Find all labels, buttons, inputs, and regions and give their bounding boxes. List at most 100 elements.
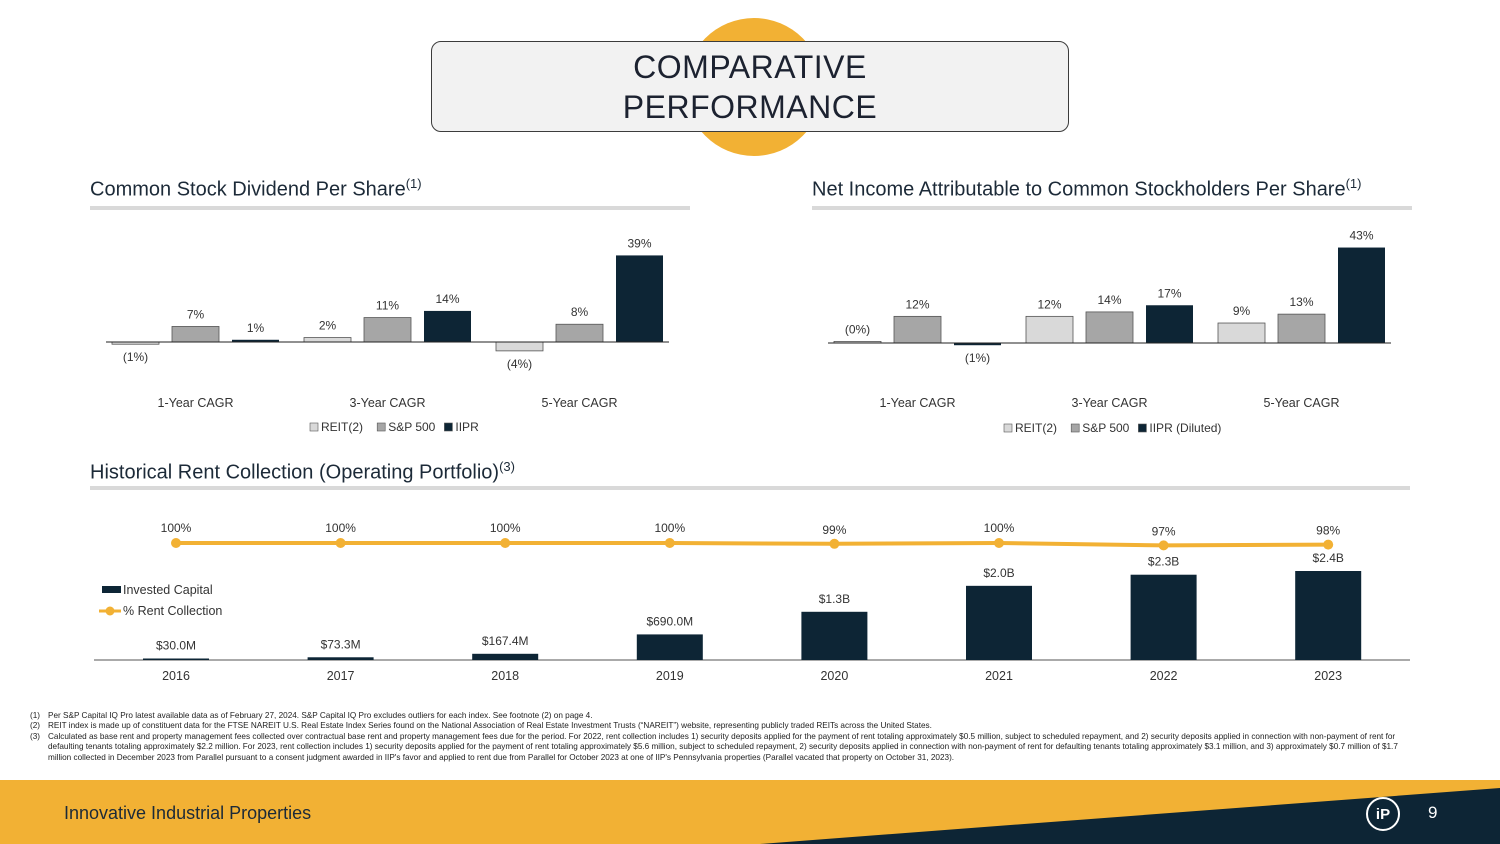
bar-5-year-cagr-iipr	[616, 255, 663, 342]
bar-1-year-cagr-s-p-500	[893, 315, 942, 344]
bar-5-year-cagr-reit-2	[495, 341, 544, 352]
invested-capital-label-2017: $73.3M	[321, 637, 361, 651]
bar-3-year-cagr-iipr	[424, 310, 471, 342]
legend-swatch-s-p-500	[1070, 423, 1080, 433]
rent-collection-label-2019: 100%	[654, 521, 685, 535]
net-income-chart-title: Net Income Attributable to Common Stockh…	[812, 176, 1361, 202]
dividend-chart-title: Common Stock Dividend Per Share(1)	[90, 176, 422, 202]
bar-1-year-cagr-s-p-500	[171, 326, 220, 343]
data-label-3-year-cagr-reit-2: 12%	[1037, 297, 1061, 311]
invested-capital-label-2022: $2.3B	[1148, 555, 1179, 569]
legend-label-rent-collection: % Rent Collection	[123, 604, 222, 618]
rent-collection-label-2023: 98%	[1316, 524, 1340, 538]
data-label-1-year-cagr-iipr-diluted: (1%)	[965, 351, 990, 365]
page-number: 9	[1428, 803, 1438, 822]
legend-swatch-reit-2	[309, 422, 319, 432]
year-label-2016: 2016	[162, 669, 190, 683]
dividend-title-rule	[90, 206, 690, 210]
rent-collection-point-2016	[171, 538, 181, 548]
legend-label-reit-2: REIT(2)	[321, 420, 363, 434]
rent-collection-point-2018	[500, 538, 511, 548]
invested-capital-bar-2021	[966, 585, 1032, 660]
rent-title-footnote: (3)	[499, 459, 515, 474]
category-label-1-year-cagr: 1-Year CAGR	[158, 396, 234, 410]
year-label-2017: 2017	[327, 669, 355, 683]
data-label-1-year-cagr-reit-2: (1%)	[123, 350, 148, 364]
bar-3-year-cagr-s-p-500	[363, 317, 412, 343]
legend-label-iipr: IIPR	[455, 420, 479, 434]
rent-collection-label-2020: 99%	[822, 523, 846, 537]
data-label-3-year-cagr-s-p-500: 11%	[376, 299, 399, 313]
rent-collection-label-2018: 100%	[490, 521, 521, 535]
bar-1-year-cagr-iipr-diluted	[954, 343, 1001, 346]
page-title-line-2: PERFORMANCE	[622, 88, 878, 125]
rent-collection-label-2021: 100%	[984, 521, 1015, 535]
bar-1-year-cagr-iipr	[232, 339, 279, 342]
net-income-bar-chart: (0%) 12% (1%) 1-Year CAGR 12% 14% 17% 3-Year CA…	[828, 229, 1391, 435]
rent-collection-point-2022	[1158, 540, 1169, 551]
category-label-3-year-cagr: 3-Year CAGR	[1072, 396, 1148, 410]
net-income-title-rule	[812, 206, 1412, 210]
net-income-title-footnote: (1)	[1345, 176, 1362, 191]
page-title: COMPARATIVE PERFORMANCE	[431, 41, 1069, 132]
invested-capital-label-2020: $1.3B	[819, 592, 850, 606]
footnote-3: (3) Calculated as base rent and property …	[30, 731, 1398, 762]
dividend-title-footnote: (1)	[405, 176, 422, 191]
invested-capital-bar-2017	[307, 657, 374, 660]
page-title-line-1: COMPARATIVE	[633, 48, 867, 85]
year-label-2019: 2019	[656, 669, 684, 683]
iip-logo-icon: iP	[1366, 797, 1400, 831]
data-label-1-year-cagr-iipr: 1%	[247, 321, 265, 335]
rent-chart-title: Historical Rent Collection (Operating Po…	[90, 459, 515, 485]
footer-band	[0, 780, 1500, 844]
footnote-1: (1) Per S&P Capital IQ Pro latest availab…	[30, 711, 593, 720]
net-income-title-text: Net Income Attributable to Common Stockh…	[812, 178, 1346, 201]
legend-swatch-rent-collection-marker	[105, 606, 115, 616]
category-label-1-year-cagr: 1-Year CAGR	[880, 396, 956, 410]
data-label-5-year-cagr-reit-2: (4%)	[507, 357, 532, 371]
year-label-2018: 2018	[491, 669, 519, 683]
invested-capital-bar-2022	[1130, 574, 1197, 660]
category-label-5-year-cagr: 5-Year CAGR	[1264, 396, 1340, 410]
legend-label-s-p-500: S&P 500	[388, 420, 435, 434]
legend-label-s-p-500: S&P 500	[1082, 421, 1129, 435]
invested-capital-label-2016: $30.0M	[156, 639, 196, 653]
invested-capital-bar-2019	[636, 634, 703, 660]
bar-5-year-cagr-s-p-500	[1277, 313, 1326, 344]
rent-collection-label-2017: 100%	[325, 521, 356, 535]
year-label-2022: 2022	[1150, 669, 1178, 683]
rent-title-rule	[90, 486, 1410, 490]
year-label-2023: 2023	[1314, 669, 1342, 683]
legend-label-reit-2: REIT(2)	[1015, 421, 1057, 435]
legend-swatch-s-p-500	[376, 422, 386, 432]
invested-capital-bar-2016	[143, 658, 209, 660]
data-label-3-year-cagr-iipr: 14%	[435, 292, 459, 306]
legend-label-iipr-diluted: IIPR (Diluted)	[1149, 421, 1221, 435]
legend-swatch-iipr	[444, 422, 453, 432]
rent-collection-label-2022: 97%	[1152, 524, 1176, 538]
footnotes: (1) Per S&P Capital IQ Pro latest availab…	[30, 711, 1410, 763]
dividend-title-text: Common Stock Dividend Per Share	[90, 178, 406, 201]
rent-collection-line	[176, 540, 1329, 548]
data-label-5-year-cagr-iipr-diluted: 43%	[1349, 229, 1373, 243]
bar-5-year-cagr-s-p-500	[555, 323, 604, 343]
data-label-1-year-cagr-s-p-500: 7%	[187, 307, 205, 321]
bar-3-year-cagr-reit-2	[1025, 315, 1074, 344]
invested-capital-bar-2023	[1295, 571, 1362, 660]
legend-label-invested-capital: Invested Capital	[123, 583, 213, 597]
rent-collection-point-2017	[335, 538, 346, 548]
invested-capital-label-2021: $2.0B	[983, 566, 1014, 580]
rent-collection-point-2023	[1323, 539, 1334, 550]
year-label-2020: 2020	[820, 669, 848, 683]
rent-title-text: Historical Rent Collection (Operating Po…	[90, 461, 500, 484]
data-label-5-year-cagr-s-p-500: 8%	[571, 305, 589, 319]
invested-capital-bar-2020	[801, 611, 868, 660]
invested-capital-label-2018: $167.4M	[482, 634, 529, 648]
invested-capital-label-2023: $2.4B	[1313, 551, 1344, 565]
data-label-5-year-cagr-s-p-500: 13%	[1289, 295, 1313, 309]
rent-collection-chart: $30.0M 2016 100% $73.3M 2017 100% $167.4M 2018 1…	[94, 521, 1410, 683]
bar-3-year-cagr-s-p-500	[1085, 311, 1134, 344]
category-label-5-year-cagr: 5-Year CAGR	[542, 396, 618, 410]
invested-capital-bar-2018	[472, 653, 539, 660]
data-label-3-year-cagr-reit-2: 2%	[319, 319, 337, 333]
